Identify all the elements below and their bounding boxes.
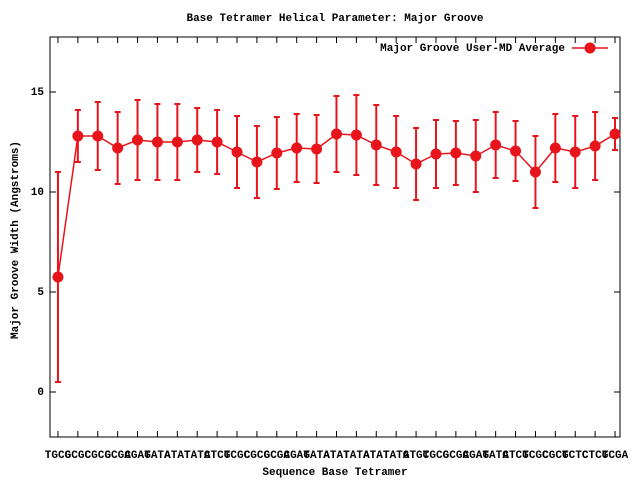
y-tick-label: 0 [37,387,44,399]
data-point [311,143,323,155]
data-point [330,128,342,140]
x-tick-label: GCGA [443,450,470,462]
x-tick-label: TATA [343,450,370,462]
x-tick-label: ATCG [502,450,529,462]
data-point [430,148,442,160]
data-point [410,158,422,170]
y-tick-label: 10 [31,187,44,199]
data-point [529,166,541,178]
x-tick-label: CGCG [85,450,112,462]
data-point [390,146,402,158]
data-point [589,140,601,152]
data-point [251,156,263,168]
data-point [490,139,502,151]
x-tick-label: TATG [383,450,410,462]
x-tick-label: ATAT [323,450,350,462]
y-tick-label: 15 [31,87,45,99]
x-tick-label: GCGA [264,450,291,462]
data-point [370,139,382,151]
y-tick-label: 5 [37,287,44,299]
x-tick-label: GATC [482,450,509,462]
plot-border [49,36,621,438]
data-point [291,142,303,154]
data-point [231,146,243,158]
x-tick-label: CGCT [542,450,569,462]
data-point [510,145,522,157]
x-tick-label: CGCG [244,450,271,462]
legend-swatch [584,42,596,54]
x-tick-label: ATCG [204,450,231,462]
legend-label: Major Groove User-MD Average [380,43,565,55]
data-point [450,147,462,159]
data-point [72,130,84,142]
data-point [191,134,203,146]
x-tick-label: GATA [144,450,171,462]
x-tick-label: ATGC [403,450,430,462]
x-tick-label: TCGA [602,450,629,462]
chart-title: Base Tetramer Helical Parameter: Major G… [186,13,483,25]
data-point [271,147,283,159]
x-tick-label: TCGC [224,450,251,462]
x-tick-label: CGAT [124,450,151,462]
x-tick-label: GCGC [65,450,92,462]
data-point [171,136,183,148]
data-point [52,271,64,283]
data-point [92,130,104,142]
data-point [350,129,362,141]
data-point [470,150,482,162]
x-tick-label: TATC [184,450,211,462]
data-point [569,146,581,158]
x-tick-label: TGCG [45,450,72,462]
x-tick-label: ATAT [164,450,191,462]
x-tick-label: CGAT [283,450,310,462]
x-tick-label: CTCG [582,450,609,462]
data-point [132,134,144,146]
x-tick-label: GCGA [104,450,131,462]
x-tick-label: TGCG [423,450,450,462]
x-tick-label: TCGC [522,450,549,462]
y-axis-label: Major Groove Width (Angstroms) [10,141,22,339]
data-point [112,142,124,154]
data-point [609,128,621,140]
x-axis-label: Sequence Base Tetramer [262,467,407,479]
x-tick-label: GATA [303,450,330,462]
data-point [549,142,561,154]
x-tick-label: ATAT [363,450,390,462]
x-tick-label: GCTC [562,450,589,462]
data-point [151,136,163,148]
x-tick-label: CGAT [463,450,490,462]
data-point [211,136,223,148]
